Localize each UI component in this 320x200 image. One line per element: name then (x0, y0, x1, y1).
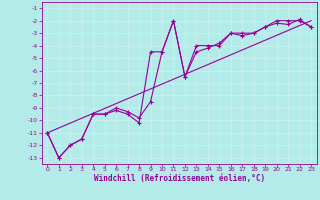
X-axis label: Windchill (Refroidissement éolien,°C): Windchill (Refroidissement éolien,°C) (94, 174, 265, 183)
